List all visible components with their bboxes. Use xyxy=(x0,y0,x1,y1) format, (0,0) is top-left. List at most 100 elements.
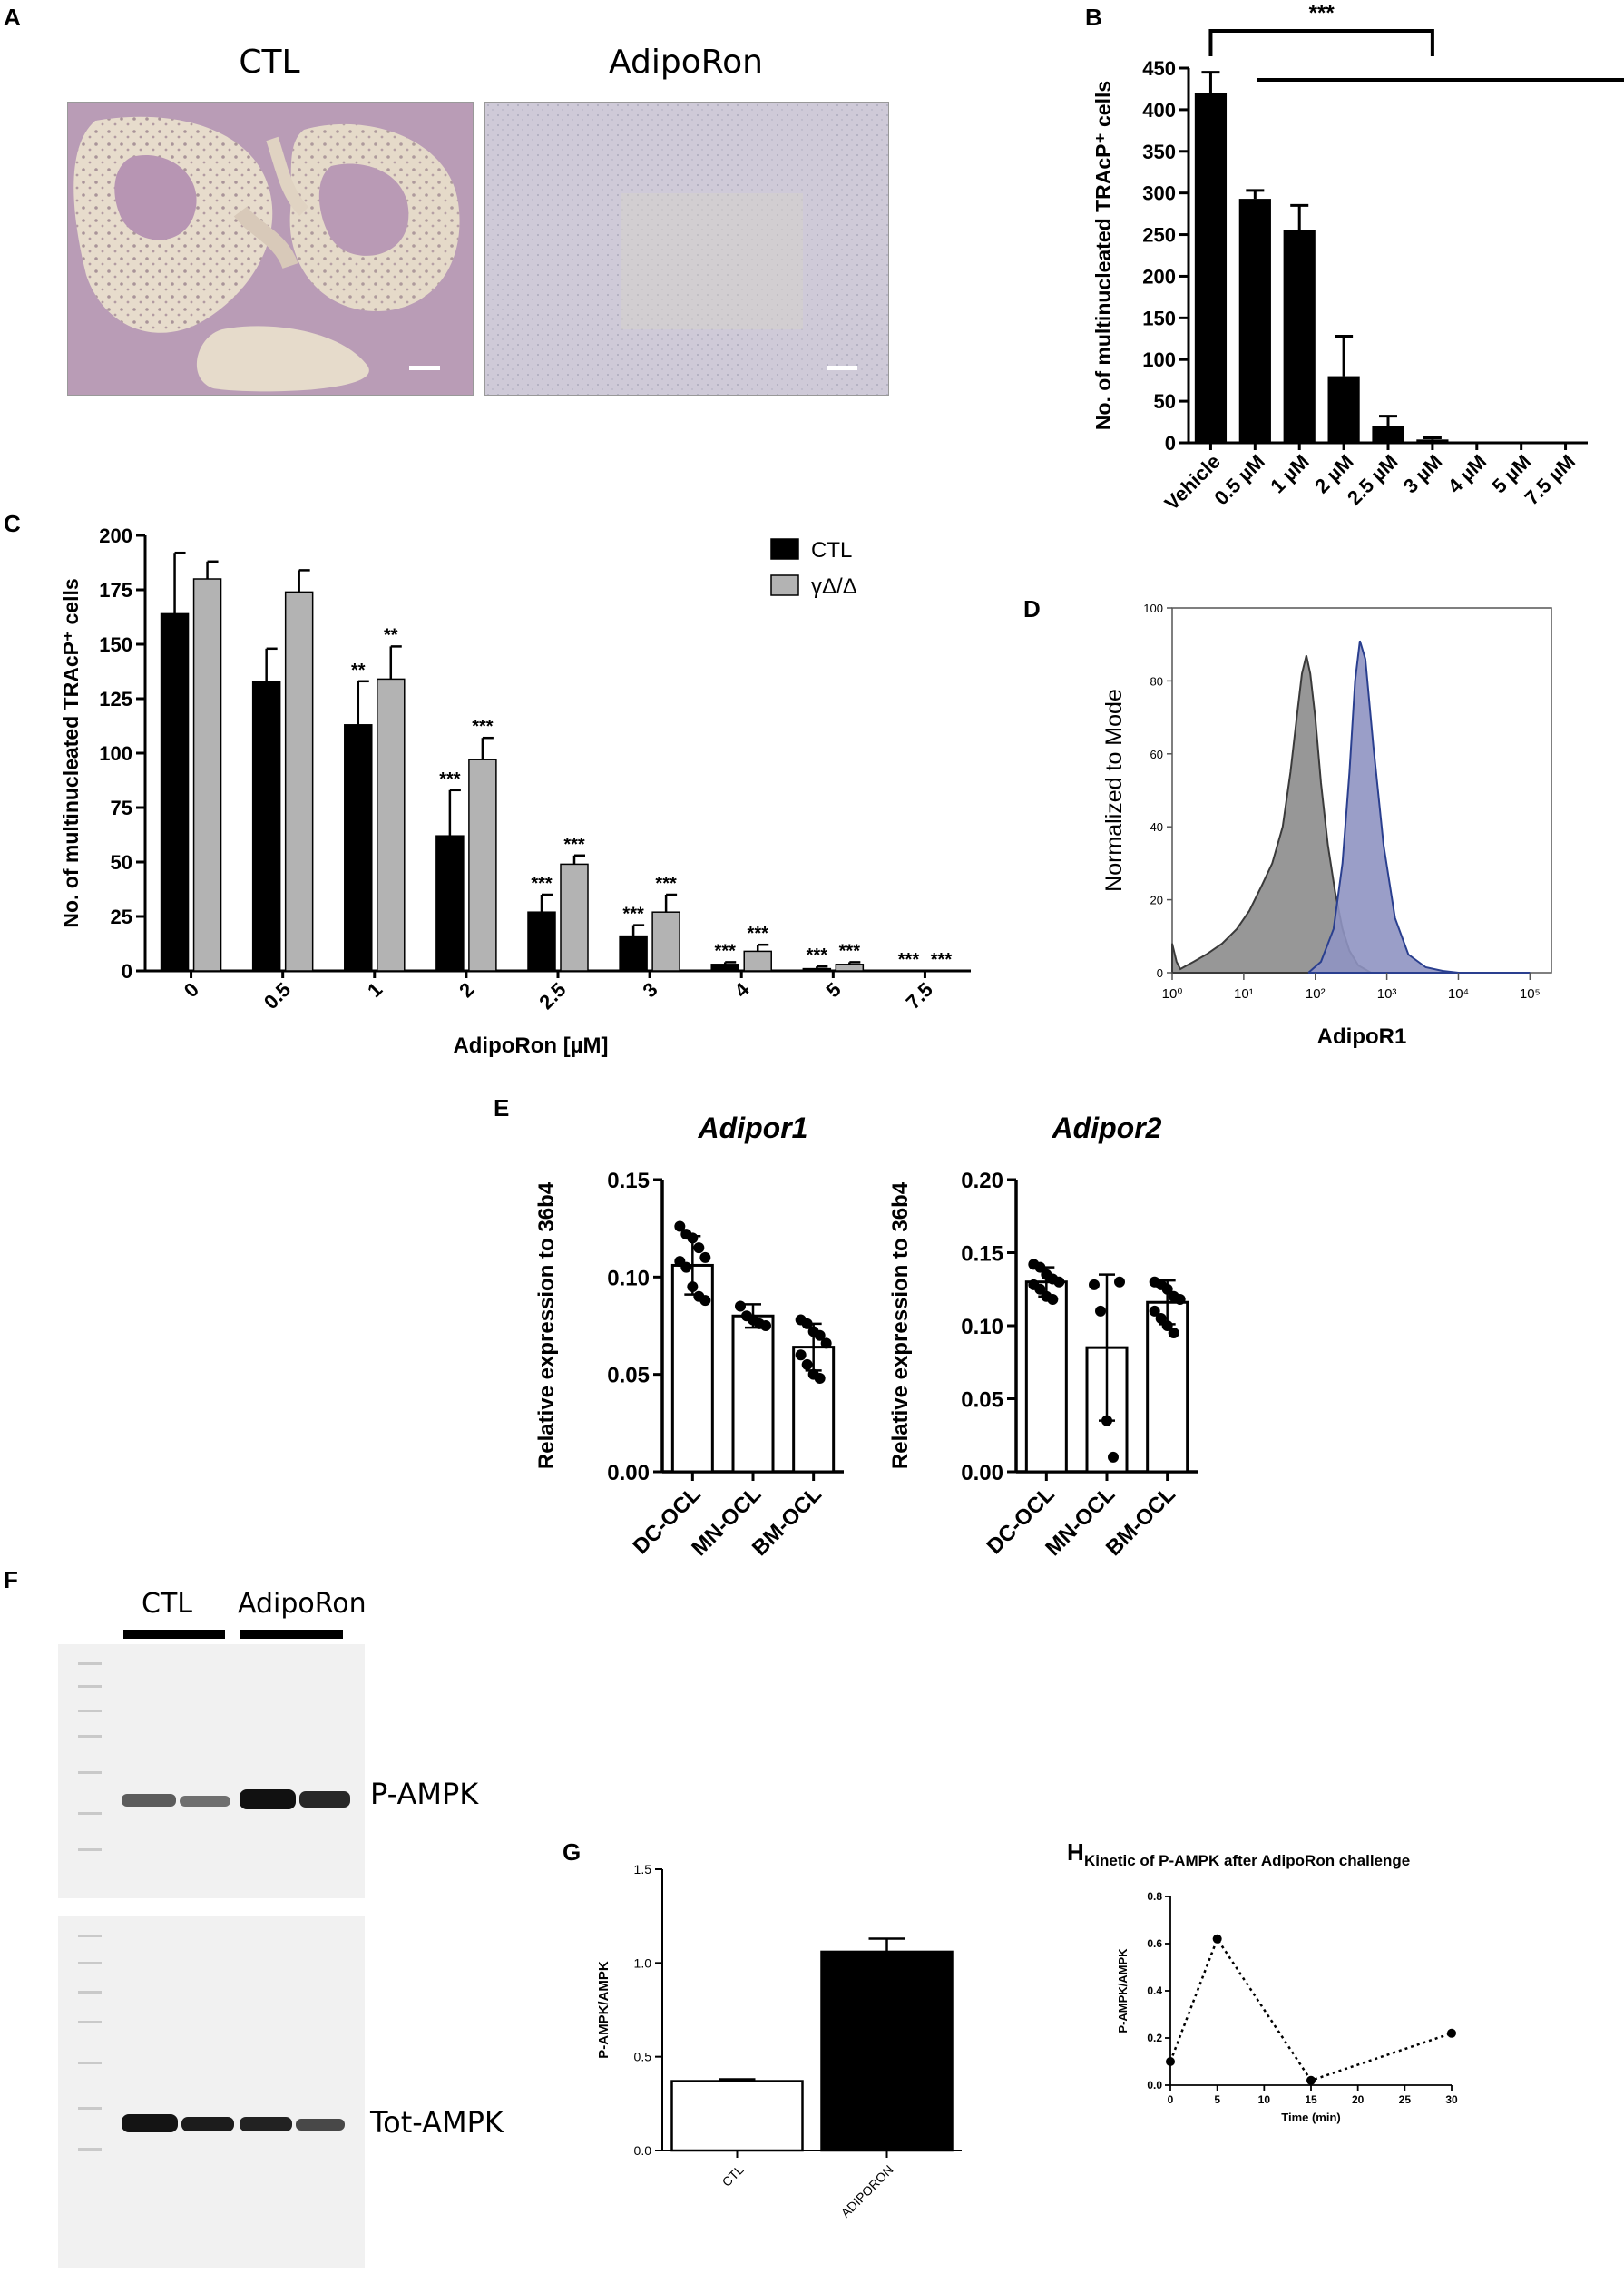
y-tick-label: 0.20 xyxy=(961,1169,1003,1193)
y-tick-label: 200 xyxy=(1142,265,1176,288)
x-tick-label: 0 xyxy=(1168,2093,1174,2106)
chart-title: Adipor2 xyxy=(1052,1112,1162,1144)
bar-2 xyxy=(1283,230,1316,443)
panel-label-h: H xyxy=(1067,1838,1084,1866)
bar-0 xyxy=(1194,93,1228,444)
micrograph-title-ctl: CTL xyxy=(239,44,300,81)
x-tick-label-1: 0.5 xyxy=(259,978,295,1014)
x-axis-label: AdipoR1 xyxy=(1317,1024,1407,1049)
bar-0-3 xyxy=(435,835,465,972)
y-axis-label: No. of multinucleated TRAcP⁺ cells xyxy=(1091,81,1115,430)
x-tick-label: 20 xyxy=(1352,2093,1365,2106)
y-tick-label: 250 xyxy=(1142,224,1176,247)
y-axis-label: No. of multinucleated TRAcP⁺ cells xyxy=(59,578,83,927)
data-point-0-8 xyxy=(1047,1294,1059,1306)
bar-0-2 xyxy=(344,724,373,972)
data-point-3 xyxy=(1447,2028,1456,2038)
data-point-2-1 xyxy=(801,1318,813,1329)
bar-0-4 xyxy=(527,911,556,972)
data-point-0-9 xyxy=(699,1295,711,1307)
data-point-2-6 xyxy=(1155,1312,1167,1324)
x-tick-label-1: ADIPORON xyxy=(837,2162,895,2220)
data-point-2-5 xyxy=(1149,1305,1160,1317)
legend-swatch-0 xyxy=(770,538,799,560)
x-tick-label-8: 7.5 xyxy=(902,978,937,1014)
significance-1-3: *** xyxy=(472,717,494,737)
western-blot-p-ampk xyxy=(58,1644,365,1898)
x-tick-label-1: 0.5 µM xyxy=(1209,450,1269,510)
significance-0-7: *** xyxy=(807,945,828,965)
bar-1-5 xyxy=(651,911,680,972)
y-axis-label: P-AMPK/AMPK xyxy=(1116,1948,1130,2033)
x-tick-label-2: 1 xyxy=(363,978,386,1002)
bar-1-2 xyxy=(377,678,406,972)
data-point-2-5 xyxy=(795,1349,807,1361)
x-tick-label-5: 3 xyxy=(638,978,661,1002)
significance-1-6: *** xyxy=(748,924,769,944)
y-tick-label: 350 xyxy=(1142,141,1176,163)
y-tick-label: 0.4 xyxy=(1147,1984,1162,1997)
bar-0-0 xyxy=(160,612,190,972)
y-tick-label: 150 xyxy=(99,633,132,656)
y-tick-label: 100 xyxy=(99,742,132,765)
y-tick-label: 0.6 xyxy=(1147,1937,1162,1950)
histogram-1 xyxy=(1307,640,1531,974)
y-tick-label: 0.10 xyxy=(607,1266,650,1290)
data-point-2-8 xyxy=(814,1372,826,1384)
panel-label-f: F xyxy=(4,1566,18,1593)
data-point-2-4 xyxy=(820,1337,832,1349)
y-tick-label: 25 xyxy=(111,906,132,928)
y-tick-label: 0.15 xyxy=(607,1169,650,1193)
data-point-2 xyxy=(1306,2075,1316,2085)
x-tick-label-1: 10¹ xyxy=(1234,986,1254,1002)
chart-title: Kinetic of P-AMPK after AdipoRon challen… xyxy=(1084,1852,1410,1869)
significance-1-5: *** xyxy=(655,874,677,894)
panel-label-d: D xyxy=(1023,595,1041,622)
micrograph-adiporon xyxy=(484,102,889,396)
y-tick-label: 0.8 xyxy=(1147,1890,1162,1903)
x-tick-label-6: 4 µM xyxy=(1443,450,1492,498)
y-tick-label: 20 xyxy=(1150,894,1163,907)
y-tick-label: 0 xyxy=(1157,966,1163,980)
data-point-2-8 xyxy=(1168,1328,1179,1339)
y-axis-label: P-AMPK/AMPK xyxy=(596,1961,611,2059)
bar-5 xyxy=(1416,439,1449,443)
blot-group-adiporon: AdipoRon xyxy=(238,1588,367,1620)
panel-label-a: A xyxy=(4,4,21,31)
data-point-2-7 xyxy=(1161,1320,1173,1331)
bar-4 xyxy=(1372,426,1404,443)
y-tick-label: 0.00 xyxy=(961,1461,1003,1485)
x-tick-label-0: CTL xyxy=(719,2162,747,2190)
bar-1-3 xyxy=(468,759,497,972)
legend-label-0: CTL xyxy=(811,538,852,563)
x-tick-label-4: 2.5 µM xyxy=(1343,450,1403,510)
panel-label-b: B xyxy=(1085,4,1102,31)
significance-0-6: *** xyxy=(715,941,737,961)
micrograph-ctl xyxy=(67,102,474,396)
data-point-2-2 xyxy=(1161,1283,1173,1295)
bar-0 xyxy=(1024,1280,1068,1474)
data-point-0-6 xyxy=(680,1261,692,1273)
data-point-1-0 xyxy=(1089,1279,1100,1290)
blot-group-ctl: CTL xyxy=(142,1588,192,1620)
bar-1-4 xyxy=(560,863,589,972)
y-tick-label: 75 xyxy=(111,797,132,819)
chart-e-adipor1: Adipor10.000.050.100.15DC-OCLMN-OCLBM-OC… xyxy=(534,1112,844,1561)
significance-0-5: *** xyxy=(622,905,644,925)
data-point-0-3 xyxy=(693,1242,705,1254)
data-point-1-4 xyxy=(1114,1276,1125,1288)
y-tick-label: 100 xyxy=(1142,348,1176,371)
bar-0-6 xyxy=(710,964,739,972)
y-tick-label: 0.2 xyxy=(1147,2032,1162,2044)
bar-0-5 xyxy=(619,935,648,972)
significance-1-4: *** xyxy=(563,835,585,855)
data-point-1-0 xyxy=(735,1300,746,1312)
chart-g: 0.0 0.5 1.0 1.5 CTL ADIPORON P-AMPK/AMPK xyxy=(596,1862,962,2220)
y-tick-label: 125 xyxy=(99,688,132,710)
data-point-0-4 xyxy=(699,1251,711,1263)
chart-e-adipor2: Adipor20.000.050.100.150.20DC-OCLMN-OCLB… xyxy=(888,1112,1198,1561)
panel-label-e: E xyxy=(494,1094,510,1122)
chart-d: 0 20 40 60 80 100 10⁰ 10¹ 10² 10³ 10⁴ 10⁵ Normalized… xyxy=(1101,602,1552,1049)
y-axis-label: Relative expression to 36b4 xyxy=(888,1181,913,1469)
